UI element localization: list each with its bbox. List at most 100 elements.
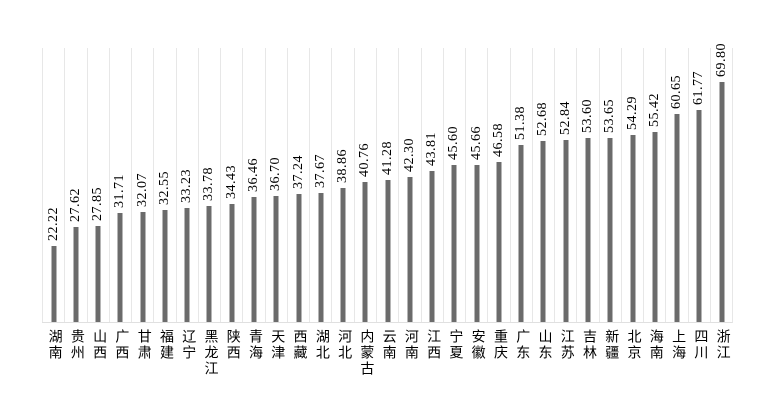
category-slot: 27.62 贵州 xyxy=(64,48,86,361)
bar-value-label: 27.85 xyxy=(90,187,106,222)
x-axis-category-label: 河北 xyxy=(336,329,352,361)
bar xyxy=(407,176,413,322)
bar xyxy=(340,188,346,322)
bar-value-label: 33.78 xyxy=(201,166,217,201)
bar xyxy=(362,181,368,322)
category-slot: 32.07 甘肃 xyxy=(131,48,153,361)
category-slot: 37.67 湖北 xyxy=(309,48,331,361)
bar-value-label: 33.23 xyxy=(179,168,195,203)
bar xyxy=(318,192,324,322)
x-axis-category-label: 青海 xyxy=(247,329,263,361)
category-slot: 40.76 内蒙古 xyxy=(353,48,376,377)
x-axis-category-label: 天津 xyxy=(269,329,285,361)
category-slot: 53.65 新疆 xyxy=(598,48,621,361)
bar-value-label: 22.22 xyxy=(45,206,61,241)
bar-value-label: 46.58 xyxy=(490,122,506,157)
x-axis-category-label: 海南 xyxy=(647,329,663,361)
bar xyxy=(696,109,702,322)
bar xyxy=(140,211,146,322)
bar-value-label: 38.86 xyxy=(335,149,351,184)
x-axis-category-label: 辽宁 xyxy=(180,329,196,361)
bar xyxy=(429,171,435,322)
bar xyxy=(630,135,636,322)
bar xyxy=(607,137,613,322)
x-axis-category-label: 湖南 xyxy=(46,329,62,361)
x-axis-category-label: 广西 xyxy=(113,329,129,361)
category-slot: 32.55 福建 xyxy=(153,48,175,361)
x-axis-category-label: 四川 xyxy=(692,329,708,361)
category-slot: 52.68 山东 xyxy=(531,48,554,361)
x-axis-category-label: 江苏 xyxy=(558,329,574,361)
category-slot: 69.80 浙江 xyxy=(709,43,732,361)
category-slot: 37.24 西藏 xyxy=(286,48,309,361)
category-slot: 36.70 天津 xyxy=(264,48,287,361)
x-axis-category-label: 内蒙古 xyxy=(358,329,374,377)
bar xyxy=(563,140,569,322)
bar-value-label: 36.70 xyxy=(268,156,284,191)
bar-value-label: 53.60 xyxy=(580,98,595,133)
plot-area: 22.22 湖南 27.62 贵州 27.85 山西 31.71 广西 32.0… xyxy=(42,43,733,377)
x-axis-category-label: 河南 xyxy=(402,329,418,361)
x-axis-category-label: 安徽 xyxy=(469,329,485,361)
bar-value-label: 27.62 xyxy=(67,188,83,223)
category-slot: 51.38 广东 xyxy=(509,48,532,361)
category-slot: 38.86 河北 xyxy=(331,48,353,361)
bar-value-label: 52.68 xyxy=(535,101,551,136)
bar-value-label: 31.71 xyxy=(112,174,128,208)
x-axis-category-label: 山东 xyxy=(536,329,552,361)
bar-value-label: 36.46 xyxy=(246,157,262,192)
bar-value-label: 37.24 xyxy=(290,155,306,189)
category-slot: 27.85 山西 xyxy=(86,48,109,361)
x-axis-category-label: 湖北 xyxy=(313,329,329,361)
x-axis-category-label: 北京 xyxy=(625,329,641,361)
category-slot: 55.42 海南 xyxy=(643,48,665,361)
bar-value-label: 32.55 xyxy=(156,171,172,206)
bar xyxy=(496,161,502,322)
bar xyxy=(162,210,168,322)
x-axis-category-label: 重庆 xyxy=(491,329,507,361)
x-axis-category-label: 上海 xyxy=(670,329,686,361)
bar xyxy=(229,203,235,322)
bar xyxy=(206,205,212,322)
category-slot: 43.81 江西 xyxy=(420,48,443,361)
x-axis-category-label: 甘肃 xyxy=(135,329,151,361)
category-slot: 22.22 湖南 xyxy=(42,48,64,361)
category-slot: 53.60 吉林 xyxy=(576,48,598,361)
x-axis-category-label: 福建 xyxy=(157,329,173,361)
bar xyxy=(674,113,680,322)
bar xyxy=(73,227,79,322)
bar-value-label: 61.77 xyxy=(691,70,707,105)
category-slot: 45.66 安徽 xyxy=(465,48,487,361)
category-slot: 34.43 陕西 xyxy=(220,48,242,361)
x-axis-category-label: 山西 xyxy=(91,329,107,361)
x-axis-category-label: 江西 xyxy=(425,329,441,361)
category-slot: 41.28 云南 xyxy=(375,48,398,361)
bar-value-label: 69.80 xyxy=(713,43,729,78)
bar-value-label: 60.65 xyxy=(669,74,685,109)
bar-value-label: 42.30 xyxy=(401,137,417,172)
bar-value-label: 53.65 xyxy=(602,98,618,133)
x-axis-category-label: 西藏 xyxy=(291,329,307,361)
bar xyxy=(540,140,546,322)
bar-value-label: 45.60 xyxy=(446,126,462,161)
bar xyxy=(652,131,658,322)
x-axis-category-label: 宁夏 xyxy=(447,329,463,361)
x-axis-category-label: 云南 xyxy=(380,329,396,361)
x-axis-category-label: 浙江 xyxy=(714,329,730,361)
bar xyxy=(273,195,279,322)
bar-value-label: 54.29 xyxy=(624,96,640,131)
bar xyxy=(585,137,591,322)
bar xyxy=(251,196,257,322)
bar-value-label: 51.38 xyxy=(513,106,529,141)
bar-value-label: 40.76 xyxy=(357,142,373,177)
category-slot: 33.78 黑龙江 xyxy=(197,48,220,377)
x-axis-category-label: 新疆 xyxy=(603,329,619,361)
category-slot: 46.58 重庆 xyxy=(487,48,509,361)
bar-value-label: 41.28 xyxy=(379,141,395,176)
bar xyxy=(95,226,101,322)
bar xyxy=(451,165,457,322)
x-axis-category-label: 广东 xyxy=(514,329,530,361)
category-slot: 61.77 四川 xyxy=(687,48,710,361)
category-slot: 45.60 宁夏 xyxy=(442,48,465,361)
